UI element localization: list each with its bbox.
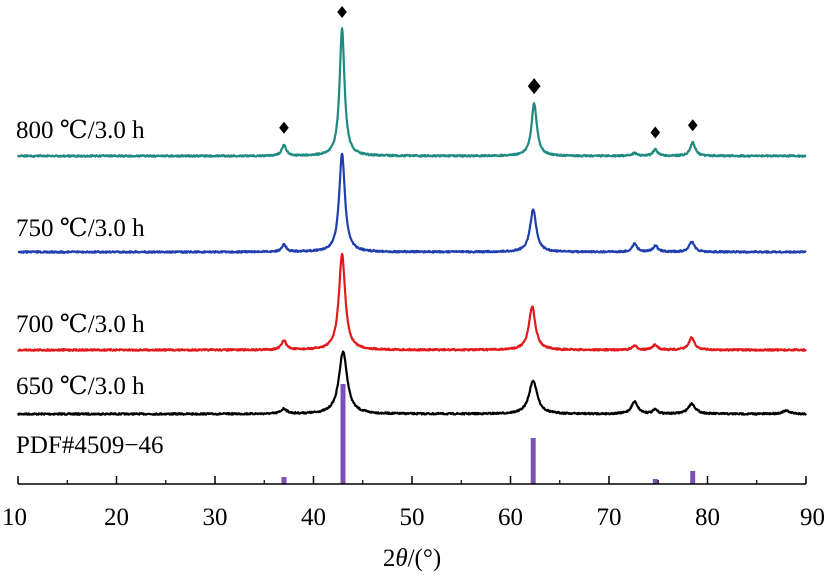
series-line-700-3-0-h: [17, 252, 807, 352]
x-tick-label-60: 60: [498, 504, 523, 531]
series-label-700-3-0-h: 700 ℃/3.0 h: [16, 311, 145, 338]
x-tick-label-40: 40: [301, 504, 326, 531]
reference-line-37: [281, 477, 287, 484]
x-axis: 10 20 30 40 50 60 70 80 90: [2, 476, 825, 531]
diamond-marker-78-5: [687, 119, 698, 132]
x-tick-label-20: 20: [104, 504, 129, 531]
phase-markers: [279, 6, 698, 139]
series-line-800-3-0-h: [16, 27, 807, 158]
series-line-650-3-0-h: [16, 350, 807, 416]
series-label-750-3-0-h: 750 ℃/3.0 h: [16, 215, 145, 242]
xrd-traces: [16, 27, 807, 416]
x-tick-label-30: 30: [203, 504, 228, 531]
reference-line-74-7: [652, 479, 658, 484]
x-tick-label-90: 90: [800, 504, 825, 531]
reference-line-78-5: [690, 471, 696, 484]
reference-pattern: [281, 384, 696, 484]
series-label-650-3-0-h: 650 ℃/3.0 h: [16, 373, 145, 400]
diamond-marker-42-9: [337, 6, 347, 18]
reference-line-62-3: [530, 438, 536, 484]
series-labels: 650 ℃/3.0 h 700 ℃/3.0 h 750 ℃/3.0 h 800 ℃/3…: [16, 117, 163, 459]
reference-line-43: [340, 384, 346, 484]
series-label-800-3-0-h: 800 ℃/3.0 h: [16, 117, 145, 144]
x-axis-title: 2θ/(°): [383, 545, 441, 572]
x-tick-label-80: 80: [695, 504, 720, 531]
series-line-750-3-0-h: [17, 152, 807, 254]
x-tick-label-50: 50: [400, 504, 425, 531]
diamond-marker-37: [279, 121, 289, 134]
diamond-marker-62-4: [527, 78, 541, 95]
diamond-marker-74-7: [650, 126, 661, 139]
x-tick-label-10: 10: [2, 504, 27, 531]
x-tick-label-70: 70: [597, 504, 622, 531]
reference-label: PDF#4509−46: [16, 432, 163, 459]
